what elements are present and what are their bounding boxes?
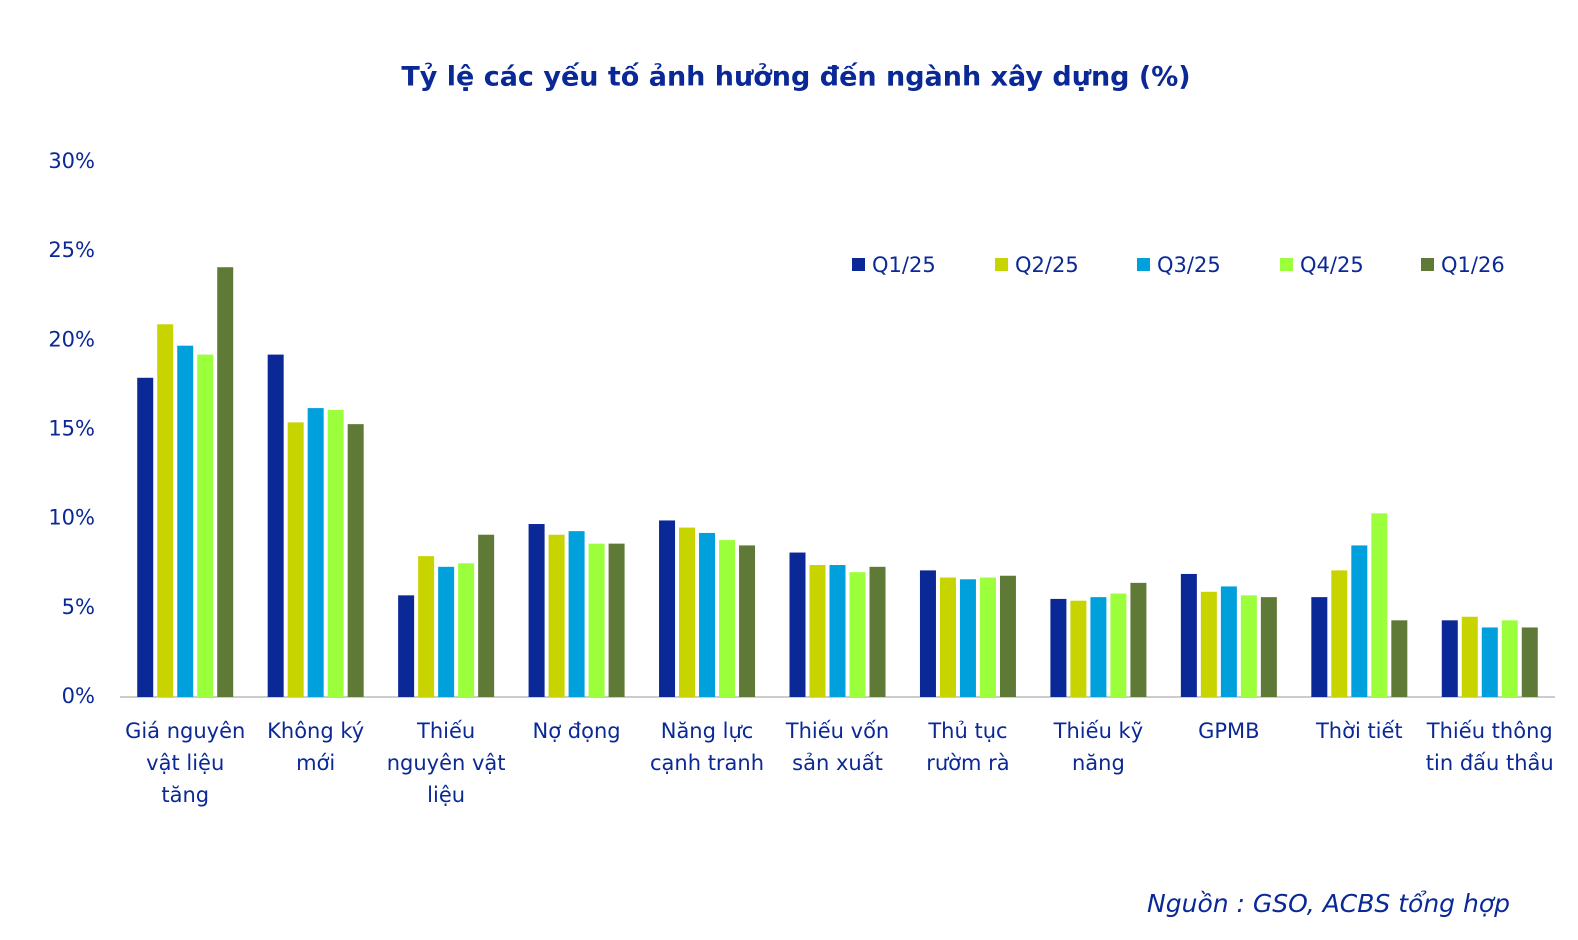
legend-swatch xyxy=(1280,258,1293,271)
bar xyxy=(1180,573,1197,697)
legend-label: Q1/26 xyxy=(1441,253,1505,277)
bar xyxy=(1050,598,1067,697)
bar xyxy=(1391,620,1408,697)
bar xyxy=(979,577,996,697)
bar xyxy=(608,543,625,697)
bar xyxy=(1220,586,1237,697)
legend-swatch xyxy=(1137,258,1150,271)
bar xyxy=(327,409,344,697)
y-tick-label: 30% xyxy=(48,149,95,173)
chart-title: Tỷ lệ các yếu tố ảnh hưởng đến ngành xây… xyxy=(401,62,1190,93)
legend-swatch xyxy=(852,258,865,271)
bar xyxy=(1090,597,1107,697)
bar xyxy=(307,408,324,697)
bar xyxy=(137,377,154,697)
y-tick-label: 10% xyxy=(48,506,95,530)
bar xyxy=(959,579,976,697)
x-tick-label: Thiếu thông tin đấu thầu xyxy=(1425,719,1554,775)
bar xyxy=(1311,597,1328,697)
x-tick-label: Giá nguyên vật liệu tăng xyxy=(125,719,246,807)
bar xyxy=(1130,582,1147,697)
bar xyxy=(1070,600,1087,697)
bar xyxy=(528,524,545,697)
bar xyxy=(287,422,304,697)
bar xyxy=(1200,591,1217,697)
bar xyxy=(1441,620,1458,697)
y-tick-label: 5% xyxy=(62,595,95,619)
legend-label: Q4/25 xyxy=(1300,253,1364,277)
bar xyxy=(157,324,174,697)
x-tick-label: Thiếu nguyên vật liệu xyxy=(386,719,506,807)
bar xyxy=(999,575,1016,697)
bar xyxy=(719,540,736,697)
bar xyxy=(1371,513,1388,697)
source: Nguồn : GSO, ACBS tổng hợp xyxy=(1147,889,1510,918)
bar xyxy=(1110,593,1127,697)
y-tick-label: 25% xyxy=(48,238,95,262)
legend-label: Q2/25 xyxy=(1015,253,1079,277)
x-tick-label: Thiếu vốn sản xuất xyxy=(785,719,890,775)
bar xyxy=(568,531,585,697)
bar xyxy=(1351,545,1368,697)
legend-label: Q1/25 xyxy=(872,253,936,277)
bar xyxy=(1501,620,1518,697)
bar xyxy=(939,577,956,697)
bar xyxy=(1331,570,1348,697)
bar xyxy=(438,566,455,697)
x-tick-label: Năng lực cạnh tranh xyxy=(649,719,765,775)
bar xyxy=(1481,627,1498,697)
bar xyxy=(1260,597,1277,697)
bar xyxy=(659,520,676,697)
bar xyxy=(849,572,866,697)
legend-label: Q3/25 xyxy=(1157,253,1221,277)
x-tick-label: Thời tiết xyxy=(1315,719,1403,743)
x-tick-label: Thiếu kỹ năng xyxy=(1053,719,1144,775)
bar xyxy=(588,543,605,697)
bar xyxy=(1461,616,1478,697)
bar xyxy=(739,545,756,697)
bar xyxy=(809,565,826,697)
bar xyxy=(177,345,194,697)
y-tick-label: 20% xyxy=(48,327,95,351)
y-tick-label: 15% xyxy=(48,417,95,441)
bar xyxy=(789,552,806,697)
bar xyxy=(679,527,696,697)
bar xyxy=(197,354,214,697)
legend-swatch xyxy=(1421,258,1434,271)
bar xyxy=(829,565,846,697)
y-tick-label: 0% xyxy=(62,684,95,708)
bar xyxy=(347,424,364,697)
bar xyxy=(548,534,565,697)
bar xyxy=(418,556,435,697)
bar xyxy=(919,570,936,697)
bar xyxy=(869,566,886,697)
bar xyxy=(699,532,716,697)
x-tick-label: GPMB xyxy=(1198,719,1260,743)
bar xyxy=(458,563,475,697)
bar xyxy=(1240,595,1257,697)
x-tick-label: Không ký mới xyxy=(267,719,365,775)
bar xyxy=(267,354,284,697)
bar xyxy=(398,595,415,697)
bar xyxy=(478,534,495,697)
legend-swatch xyxy=(995,258,1008,271)
bar xyxy=(1521,627,1538,697)
x-tick-label: Thủ tục rườm rà xyxy=(926,719,1010,775)
x-tick-label: Nợ đọng xyxy=(532,719,621,743)
bar xyxy=(217,267,234,697)
